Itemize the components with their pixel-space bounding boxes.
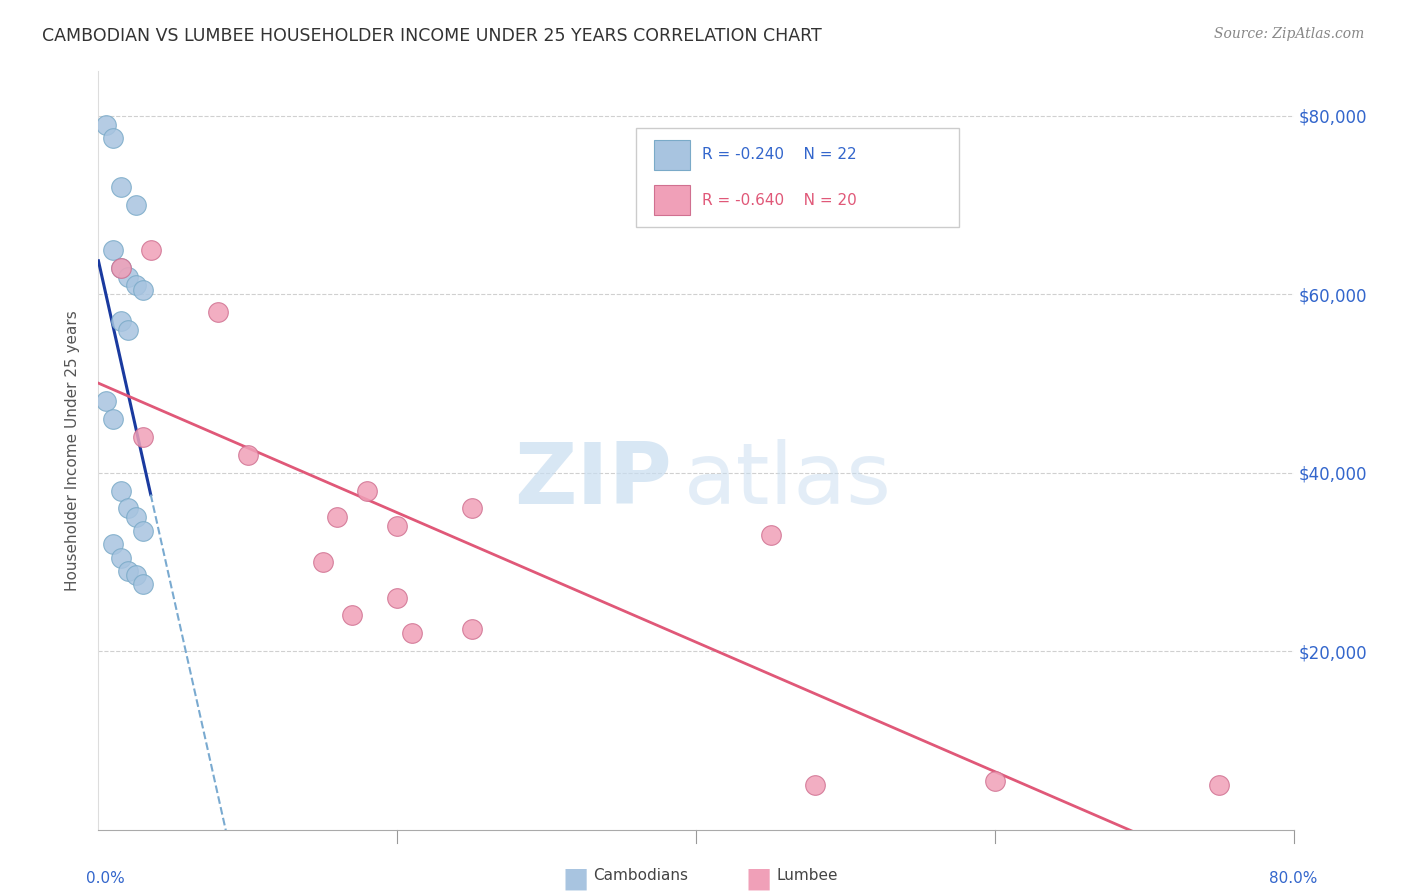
Point	[125, 510, 148, 524]
Text: ■: ■	[745, 864, 772, 892]
Point	[326, 510, 349, 524]
Point	[110, 483, 132, 498]
Text: R = -0.640    N = 20: R = -0.640 N = 20	[702, 193, 856, 208]
Point	[117, 323, 139, 337]
Point	[132, 430, 155, 444]
Point	[207, 305, 229, 319]
Y-axis label: Householder Income Under 25 years: Householder Income Under 25 years	[65, 310, 80, 591]
Point	[759, 528, 782, 542]
Point	[236, 448, 259, 462]
Point	[132, 577, 155, 591]
Point	[385, 591, 409, 605]
Point	[984, 773, 1007, 788]
Point	[110, 550, 132, 565]
Point	[117, 269, 139, 284]
Point	[110, 260, 132, 275]
Point	[311, 555, 333, 569]
Point	[125, 568, 148, 582]
Text: Source: ZipAtlas.com: Source: ZipAtlas.com	[1213, 27, 1364, 41]
Text: Cambodians: Cambodians	[593, 869, 689, 883]
Point	[461, 501, 484, 516]
Point	[103, 131, 125, 145]
Point	[110, 180, 132, 194]
Point	[103, 243, 125, 257]
Point	[139, 243, 162, 257]
Point	[110, 260, 132, 275]
Text: CAMBODIAN VS LUMBEE HOUSEHOLDER INCOME UNDER 25 YEARS CORRELATION CHART: CAMBODIAN VS LUMBEE HOUSEHOLDER INCOME U…	[42, 27, 823, 45]
Point	[356, 483, 378, 498]
Text: ■: ■	[562, 864, 589, 892]
Point	[342, 608, 364, 623]
Point	[125, 278, 148, 293]
Point	[103, 412, 125, 426]
Point	[117, 564, 139, 578]
Point	[132, 283, 155, 297]
Point	[117, 501, 139, 516]
Point	[401, 626, 423, 640]
FancyBboxPatch shape	[654, 139, 690, 170]
Text: 80.0%: 80.0%	[1270, 871, 1317, 887]
Text: atlas: atlas	[685, 439, 891, 523]
FancyBboxPatch shape	[654, 185, 690, 216]
Point	[1208, 778, 1230, 792]
Text: 0.0%: 0.0%	[87, 871, 125, 887]
Point	[385, 519, 409, 533]
Point	[94, 118, 117, 132]
Text: R = -0.240    N = 22: R = -0.240 N = 22	[702, 147, 856, 162]
Point	[103, 537, 125, 551]
Point	[132, 524, 155, 538]
Point	[804, 778, 827, 792]
Text: ZIP: ZIP	[515, 439, 672, 523]
Text: Lumbee: Lumbee	[776, 869, 838, 883]
Point	[110, 314, 132, 328]
Point	[461, 622, 484, 636]
Point	[125, 198, 148, 212]
FancyBboxPatch shape	[637, 128, 959, 227]
Point	[94, 394, 117, 409]
